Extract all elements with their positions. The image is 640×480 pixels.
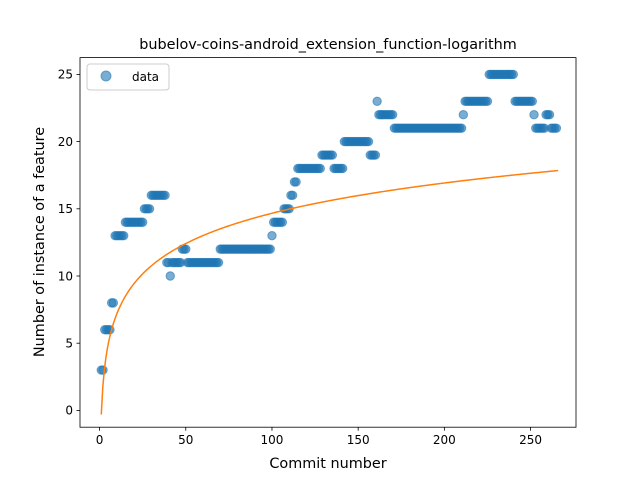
plot-area: [96, 69, 562, 415]
legend-marker-data: [100, 70, 112, 82]
y-axis-ticks: 0 5 10 15 20 25: [58, 68, 80, 418]
fit-line-layer: [100, 169, 559, 415]
data-point: [363, 136, 374, 147]
data-point: [372, 96, 382, 106]
data-point: [144, 204, 155, 214]
data-point: [387, 110, 398, 120]
data-point: [508, 69, 519, 80]
data-point: [370, 150, 381, 160]
fit-line: [100, 169, 559, 415]
x-tick-label: 150: [347, 433, 370, 447]
y-axis-label: Number of instance of a feature: [32, 127, 48, 357]
data-point: [277, 217, 288, 227]
x-tick-label: 0: [96, 433, 104, 447]
data-point: [456, 123, 467, 133]
data-point: [287, 190, 298, 201]
x-axis-label: Commit number: [269, 456, 386, 472]
y-tick-label: 25: [58, 68, 73, 82]
legend-label-data: data: [132, 70, 159, 84]
y-tick-label: 15: [58, 202, 73, 216]
data-point: [315, 163, 325, 174]
data-point: [327, 150, 338, 160]
data-point: [165, 271, 175, 281]
data-point: [181, 244, 191, 254]
data-point: [529, 110, 539, 120]
x-tick-label: 50: [178, 433, 193, 447]
data-point: [482, 96, 493, 106]
y-tick-label: 0: [65, 404, 73, 418]
data-point: [160, 190, 170, 201]
data-point: [267, 230, 277, 241]
data-points: [96, 69, 562, 375]
x-tick-label: 100: [261, 433, 284, 447]
data-point: [337, 163, 348, 174]
data-point: [98, 365, 108, 375]
data-point: [119, 230, 129, 241]
data-point: [527, 96, 537, 106]
x-tick-label: 200: [433, 433, 456, 447]
legend-box: [86, 63, 170, 91]
data-point: [551, 123, 562, 133]
data-point: [458, 110, 469, 120]
chart-title: bubelov-coins-android_extension_function…: [139, 37, 516, 53]
axes-frame: [79, 57, 577, 428]
data-point: [213, 257, 224, 268]
y-tick-label: 10: [58, 269, 73, 283]
data-point: [544, 110, 555, 120]
data-point: [291, 177, 301, 187]
y-tick-label: 5: [65, 337, 73, 351]
data-point: [137, 217, 148, 227]
y-tick-label: 20: [58, 135, 73, 149]
x-tick-label: 250: [519, 433, 542, 447]
data-point: [265, 244, 275, 254]
legend: data: [86, 63, 170, 91]
data-point: [108, 298, 119, 308]
x-axis-ticks: 0 50 100 150 200 250: [96, 427, 542, 447]
